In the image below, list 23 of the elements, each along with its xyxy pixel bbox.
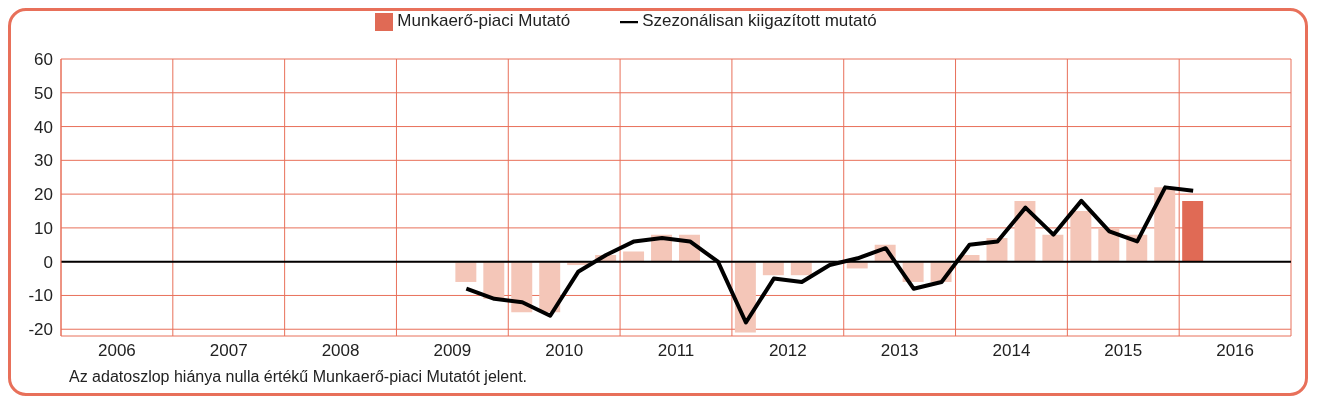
legend-label: Szezonálisan kiigazított mutató bbox=[642, 11, 877, 30]
y-tick-label: -20 bbox=[28, 320, 53, 340]
y-tick-label: 0 bbox=[43, 252, 53, 272]
y-tick-label: 10 bbox=[34, 218, 53, 238]
x-tick-label: 2012 bbox=[768, 341, 807, 361]
y-tick-label: -10 bbox=[28, 286, 53, 306]
y-tick-label: 40 bbox=[34, 117, 53, 137]
x-tick-label: 2014 bbox=[992, 341, 1031, 361]
x-tick-label: 2015 bbox=[1104, 341, 1143, 361]
x-tick-label: 2016 bbox=[1216, 341, 1255, 361]
y-tick-label: 60 bbox=[34, 50, 53, 70]
y-tick-label: 30 bbox=[34, 151, 53, 171]
text: Az adatoszlop hiánya nulla értékű Munkaerő-piaci Mutatót jelent. bbox=[69, 368, 528, 386]
x-tick-label: 2011 bbox=[657, 341, 695, 361]
y-tick-label: 20 bbox=[34, 185, 53, 205]
x-tick-label: 2007 bbox=[209, 341, 248, 361]
y-tick-label: 50 bbox=[34, 83, 53, 103]
x-tick-label: 2006 bbox=[98, 341, 136, 361]
legend-label: Munkaerő-piaci Mutató bbox=[397, 11, 571, 30]
x-tick-label: 2008 bbox=[321, 341, 360, 361]
x-tick-label: 2010 bbox=[545, 341, 584, 361]
x-tick-label: 2009 bbox=[433, 341, 472, 361]
x-tick-label: 2013 bbox=[880, 341, 919, 361]
